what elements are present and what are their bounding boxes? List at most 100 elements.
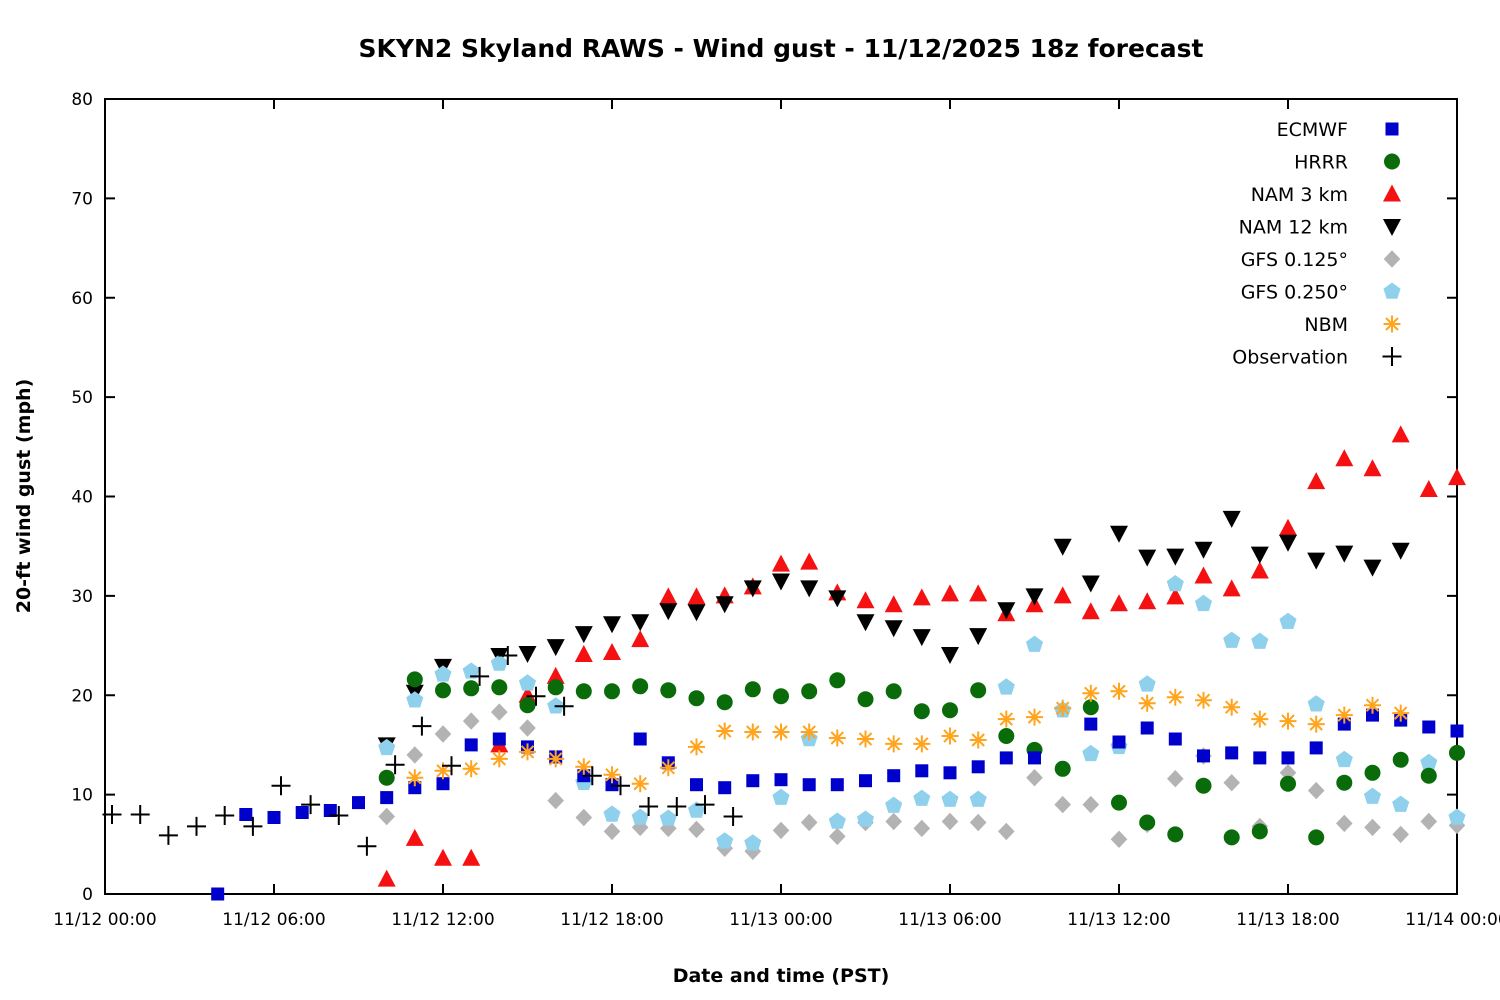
nam-3-km-point	[1279, 518, 1297, 536]
observation-point	[470, 666, 490, 686]
gfs-0-250-point	[1279, 612, 1297, 629]
nam-12-km-point	[1110, 525, 1128, 543]
gfs-0-125-point	[491, 703, 508, 721]
observation-point	[554, 696, 574, 716]
nbm-point	[885, 735, 903, 753]
observation-point	[498, 646, 518, 665]
y-axis-title: 20-ft wind gust (mph)	[13, 379, 35, 614]
nbm-point	[1251, 710, 1269, 728]
nam-3-km-point	[1194, 566, 1213, 584]
x-tick-label: 11/12 06:00	[222, 910, 325, 930]
hrrr-point	[378, 769, 395, 786]
nbm-point	[1138, 694, 1156, 712]
gfs-0-250-point	[885, 796, 903, 813]
y-tick-label: 60	[71, 289, 93, 309]
ecmwf-point	[1084, 717, 1098, 731]
gfs-0-125-point	[1026, 769, 1043, 787]
nam-12-km-point	[941, 647, 959, 664]
series-nam-12-km	[377, 510, 1410, 755]
nbm-point	[688, 738, 705, 756]
ecmwf-point	[323, 804, 337, 817]
y-tick-label: 0	[82, 885, 93, 905]
gfs-0-250-point	[1082, 744, 1100, 762]
legend-label-nam-3-km: NAM 3 km	[1251, 184, 1348, 206]
nam-12-km-point	[1138, 549, 1157, 567]
nam-3-km-point	[1448, 468, 1466, 486]
nbm-point	[631, 775, 649, 793]
legend-item-gfs-0-125: GFS 0.125°	[1241, 249, 1401, 271]
ecmwf-point	[887, 769, 901, 783]
gfs-0-250-point	[716, 832, 734, 849]
nam-12-km-point	[856, 614, 875, 632]
hrrr-point	[1392, 751, 1409, 768]
nbm-point	[547, 750, 565, 768]
y-tick-label: 30	[71, 587, 93, 607]
nam-12-km-point	[574, 626, 593, 644]
nbm-point	[1195, 691, 1212, 709]
nam-12-km-point	[631, 614, 650, 632]
ecmwf-point	[1112, 735, 1126, 749]
nam-12-km-point	[1307, 552, 1326, 570]
nam-3-km-point	[884, 595, 903, 613]
x-tick-label: 11/12 12:00	[391, 910, 494, 930]
nbm-point	[800, 723, 818, 741]
legend-item-nbm: NBM	[1304, 314, 1401, 336]
gfs-0-250-point	[1251, 632, 1269, 649]
gfs-0-250-point	[1166, 575, 1184, 592]
nam-3-km-point	[1419, 480, 1438, 497]
gfs-0-125-point	[1420, 812, 1438, 831]
hrrr-point	[660, 682, 677, 699]
ecmwf-point	[267, 811, 281, 824]
series-nam-3-km	[377, 425, 1466, 887]
gfs-0-250-point	[1448, 808, 1466, 825]
gfs-0-250-point	[997, 678, 1015, 695]
observation-point	[667, 797, 687, 816]
nbm-point	[1082, 684, 1100, 702]
gfs-0-125-point	[434, 725, 452, 743]
hrrr-point	[970, 682, 987, 699]
nam-3-km-point	[1307, 472, 1326, 490]
nbm-point	[1223, 698, 1241, 716]
observation-point	[243, 816, 263, 836]
ecmwf-point	[774, 773, 788, 787]
x-axis-title: Date and time (PST)	[673, 965, 890, 987]
hrrr-point	[604, 683, 620, 700]
hrrr-point	[1223, 829, 1240, 846]
nbm-point	[603, 766, 621, 784]
series-nbm	[406, 682, 1410, 793]
observation-point	[187, 816, 206, 836]
legend: ECMWF HRRR NAM 3 km NAM 12 km GFS 0.125° GFS …	[1232, 119, 1402, 369]
nam-3-km-legend-marker-icon	[1383, 184, 1401, 202]
ecmwf-point	[1197, 749, 1210, 763]
gfs-0-125-point	[1279, 764, 1297, 782]
ecmwf-point	[1253, 751, 1267, 765]
nam-12-km-point	[969, 628, 988, 646]
y-tick-label: 10	[71, 786, 93, 806]
nam-12-km-point	[1222, 510, 1241, 528]
gfs-0-125-point	[1054, 795, 1071, 814]
ecmwf-point	[1168, 732, 1182, 746]
gfs-0-250-point	[378, 738, 396, 756]
hrrr-point	[1054, 760, 1071, 777]
gfs-0-250-point	[406, 691, 424, 708]
nam-12-km-point	[1335, 545, 1354, 563]
legend-label-gfs-0-250: GFS 0.250°	[1241, 282, 1348, 304]
hrrr-point	[406, 671, 423, 688]
chart-title: SKYN2 Skyland RAWS - Wind gust - 11/12/2…	[359, 34, 1204, 63]
gfs-0-125-point	[519, 719, 536, 737]
ecmwf-point	[1225, 746, 1239, 760]
gfs-0-250-point	[1194, 594, 1213, 612]
gfs-0-125-point	[462, 712, 480, 730]
ecmwf-point	[1422, 720, 1436, 734]
ecmwf-point	[633, 732, 647, 746]
nam-3-km-point	[574, 645, 593, 662]
series-observation	[102, 646, 743, 856]
gfs-0-125-point	[688, 820, 705, 839]
ecmwf-point	[802, 778, 816, 792]
nam-3-km-point	[1250, 561, 1269, 579]
legend-item-nam-12-km: NAM 12 km	[1239, 217, 1401, 239]
legend-item-observation: Observation	[1232, 347, 1402, 369]
ecmwf-point	[239, 808, 253, 821]
